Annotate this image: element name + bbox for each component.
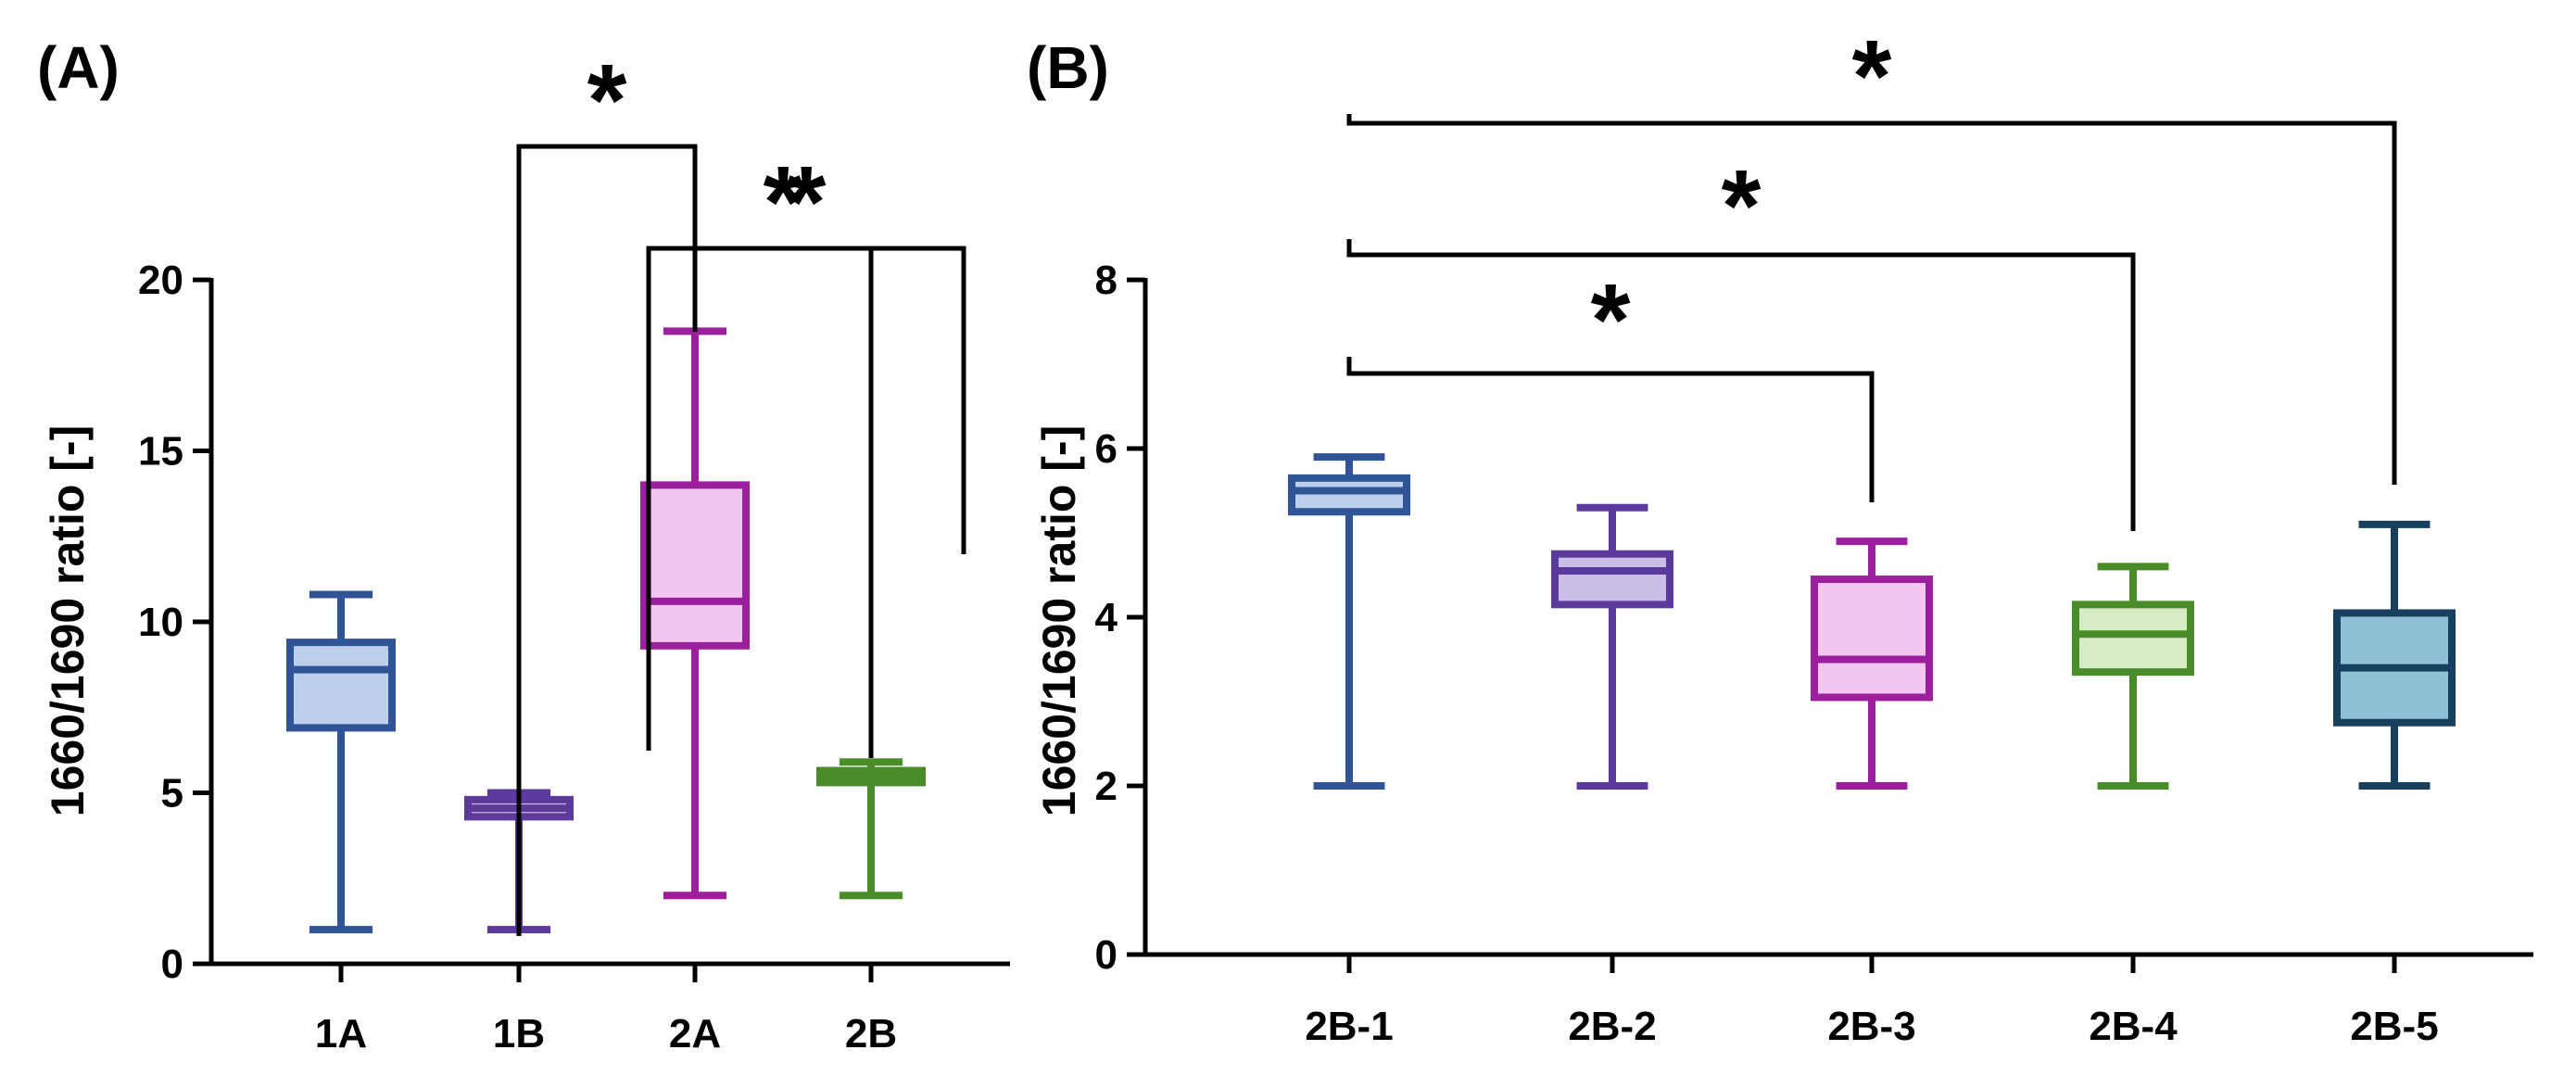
bracket-line — [1346, 357, 1875, 502]
panel-b-box-2b-3 — [1811, 538, 1933, 790]
panel-a-box-1a — [286, 590, 396, 934]
significance-star: * — [787, 145, 827, 259]
panel-a-y-tick-label: 15 — [138, 429, 183, 474]
panel-a-y-axis-label: 1660/1690 ratio [-] — [42, 425, 94, 816]
panel-b-significance-bracket: * — [1346, 19, 2397, 485]
panel-b-x-tick-label: 2B-5 — [2350, 1004, 2438, 1049]
bracket-line — [516, 144, 698, 936]
panel-a-y-tick-label: 0 — [161, 942, 183, 987]
panel-b-significance-bracket: * — [1346, 149, 2136, 531]
panel-b-x-tick-label: 2B-3 — [1827, 1004, 1915, 1049]
panel-b-y-tick-label: 2 — [1095, 764, 1118, 809]
significance-star: * — [1852, 19, 1892, 133]
panel-a-significance-bracket: * — [516, 44, 698, 936]
significance-star: * — [764, 145, 803, 259]
bracket-line — [1346, 239, 2136, 531]
panel-b-significance-bracket: * — [1346, 263, 1875, 502]
bracket-line — [692, 246, 874, 758]
panel-b-x-tick-label: 2B-2 — [1568, 1004, 1656, 1049]
panel-b-y-tick-label: 6 — [1095, 426, 1118, 472]
panel-a: (A) 1660/1690 ratio [-] 0 5 10 15 20 1A 1B 2A 2B… — [37, 34, 1010, 1056]
panel-b-x-tick-label: 2B-4 — [2089, 1004, 2178, 1049]
panel-a-significance-bracket: * — [692, 145, 874, 758]
iqr-box — [1811, 576, 1933, 702]
panel-a-box-2b — [816, 758, 926, 900]
iqr-box — [640, 481, 750, 650]
panel-a-x-tick-label: 2A — [669, 1011, 721, 1056]
panel-a-box-2a — [640, 327, 750, 900]
iqr-box — [2072, 601, 2194, 677]
significance-star: * — [587, 44, 627, 158]
panel-a-y-tick-label: 5 — [161, 771, 183, 816]
bracket-line — [1346, 114, 2397, 485]
panel-a-y-tick-label: 20 — [138, 258, 183, 303]
panel-b-x-tick-label: 2B-1 — [1305, 1004, 1393, 1049]
panel-b-label: (B) — [1027, 34, 1109, 101]
significance-star: * — [1591, 263, 1631, 377]
panel-b-y-tick-label: 8 — [1095, 258, 1118, 303]
panel-b-box-2b-2 — [1551, 503, 1673, 790]
panel-b-y-axis-label: 1660/1690 ratio [-] — [1033, 425, 1085, 816]
panel-a-x-tick-label: 2B — [845, 1011, 897, 1056]
panel-b-box-2b-1 — [1288, 453, 1410, 790]
panel-b-box-2b-5 — [2333, 520, 2456, 790]
iqr-box — [286, 639, 396, 732]
panel-a-x-tick-label: 1B — [493, 1011, 545, 1056]
significance-star: * — [1722, 149, 1762, 263]
panel-b: (B) 1660/1690 ratio [-] 0 2 4 6 8 2B-1 2B-2 2B-… — [1027, 19, 2533, 1049]
panel-b-y-tick-label: 4 — [1095, 595, 1118, 640]
panel-b-box-2b-4 — [2072, 563, 2194, 790]
panel-a-x-tick-label: 1A — [315, 1011, 367, 1056]
panel-b-y-tick-label: 0 — [1095, 932, 1118, 978]
iqr-box — [1551, 550, 1673, 609]
panel-a-label: (A) — [37, 34, 120, 101]
panel-a-y-tick-label: 10 — [138, 600, 183, 645]
iqr-box — [1288, 474, 1410, 516]
